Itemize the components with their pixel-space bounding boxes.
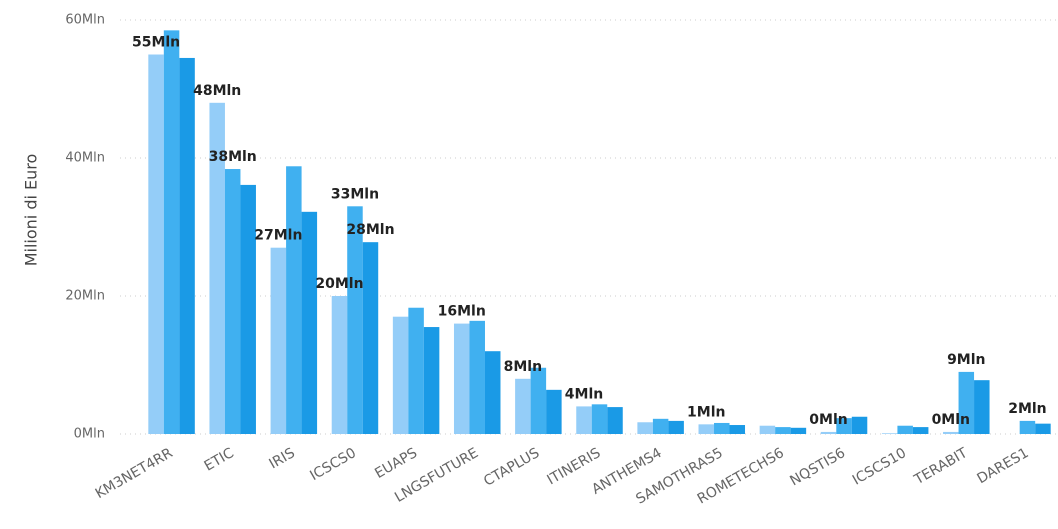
bar [637, 422, 653, 434]
bar [958, 371, 975, 434]
data-label: 0Mln [932, 412, 970, 428]
x-tick-label: DARES1 [975, 445, 1032, 487]
bar [1035, 423, 1051, 434]
bar [286, 166, 302, 434]
bar [453, 323, 470, 434]
bar [392, 316, 409, 434]
bar [836, 418, 852, 434]
y-tick-label: 40Mln [65, 151, 105, 166]
bar [912, 427, 929, 434]
bar [974, 380, 990, 434]
data-label: 0Mln [809, 412, 847, 428]
data-label: 27Mln [254, 228, 302, 244]
bar [790, 427, 807, 434]
bar [530, 367, 547, 434]
x-tick-label: KM3NET4RR [93, 445, 176, 502]
bar [591, 404, 608, 434]
bar [546, 389, 562, 434]
bar [179, 57, 195, 434]
y-tick-label: 0Mln [74, 427, 105, 442]
data-label: 4Mln [565, 386, 603, 402]
bar [362, 242, 379, 434]
x-tick-label: ICSCS0 [307, 445, 359, 484]
data-label: 2Mln [1008, 401, 1046, 417]
bar [240, 184, 256, 434]
bar [943, 431, 959, 434]
x-tick-label: NQSTIS6 [787, 445, 848, 489]
bar [1019, 420, 1036, 434]
data-label: 38Mln [209, 149, 257, 165]
bar [652, 418, 669, 434]
bar [607, 407, 623, 434]
x-tick-label: EUAPS [372, 445, 420, 482]
bar [163, 30, 180, 434]
bar [347, 206, 363, 434]
bar [270, 247, 287, 434]
bar [729, 425, 746, 434]
data-label: 8Mln [504, 359, 542, 375]
bar [759, 425, 776, 434]
x-tick-label: ICSCS10 [850, 445, 909, 488]
bar [331, 296, 348, 434]
x-tick-label: ETIC [202, 445, 237, 475]
bar [851, 416, 868, 434]
bar [515, 378, 531, 434]
y-tick-label: 60Mln [65, 13, 105, 28]
y-tick-label: 20Mln [65, 289, 105, 304]
x-tick-label: TERABIT [911, 445, 971, 489]
y-axis-title: Milioni di Euro [22, 154, 41, 267]
bar [714, 422, 730, 434]
data-label: 1Mln [687, 404, 725, 420]
bar [148, 54, 164, 434]
x-tick-label: CTAPLUS [481, 445, 542, 490]
bar [698, 424, 715, 434]
data-label: 33Mln [331, 186, 379, 202]
bar [897, 425, 913, 434]
data-label: 20Mln [315, 276, 363, 292]
bar [301, 211, 318, 434]
data-label: 16Mln [438, 304, 486, 320]
bar [668, 420, 684, 434]
bar [224, 169, 241, 435]
x-tick-label: IRIS [267, 445, 298, 472]
data-label: 9Mln [947, 352, 985, 368]
data-label: 28Mln [346, 222, 394, 238]
bar [469, 320, 485, 434]
bar [484, 351, 501, 434]
bar [576, 406, 592, 434]
bar [881, 433, 898, 434]
data-label: 48Mln [193, 83, 241, 99]
bar [423, 327, 440, 434]
bar [209, 102, 225, 435]
bar [775, 427, 791, 434]
data-label: 55Mln [132, 35, 180, 51]
bar [408, 307, 424, 434]
bar [820, 431, 837, 434]
